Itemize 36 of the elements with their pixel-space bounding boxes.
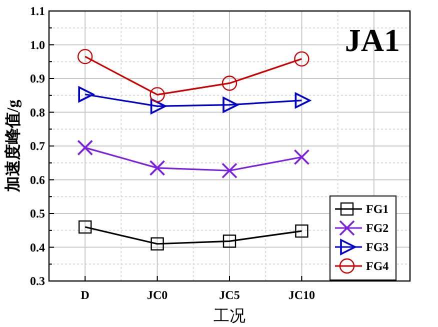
point [294,51,310,67]
point [222,162,238,179]
point [78,220,92,234]
y-tick-label: 0.7 [30,139,45,154]
y-tick-label: 0.9 [30,72,45,86]
point [295,224,308,238]
y-tick-label: 1.1 [30,4,45,18]
point [78,48,93,64]
point [149,160,166,176]
y-tick-label: 0.3 [30,274,45,288]
point [294,149,310,166]
chart-title: JA1 [344,22,400,58]
point [150,237,164,250]
point [78,86,94,102]
point [150,87,165,102]
legend-label: FG4 [366,259,389,274]
y-tick-label: 0.8 [30,105,45,120]
x-tick-label: JC5 [219,288,240,302]
legend-label: FG1 [366,202,389,216]
point [294,92,311,108]
point [222,76,238,91]
legend-label: FG3 [366,240,389,254]
y-axis-title: 加速度峰值/g [3,100,22,194]
point [222,96,238,113]
y-tick-label: 0.5 [30,206,45,221]
x-tick-label: JC0 [146,288,168,302]
x-axis-title: 工况 [214,308,246,325]
y-tick-label: 0.4 [30,240,45,254]
x-tick-label: D [80,288,90,302]
y-tick-label: 1.0 [30,38,45,52]
point [222,234,236,248]
point [150,98,166,114]
x-tick-label: JC10 [288,288,316,302]
y-tick-label: 0.6 [30,172,45,187]
legend-label: FG2 [366,221,389,236]
point [77,140,93,156]
